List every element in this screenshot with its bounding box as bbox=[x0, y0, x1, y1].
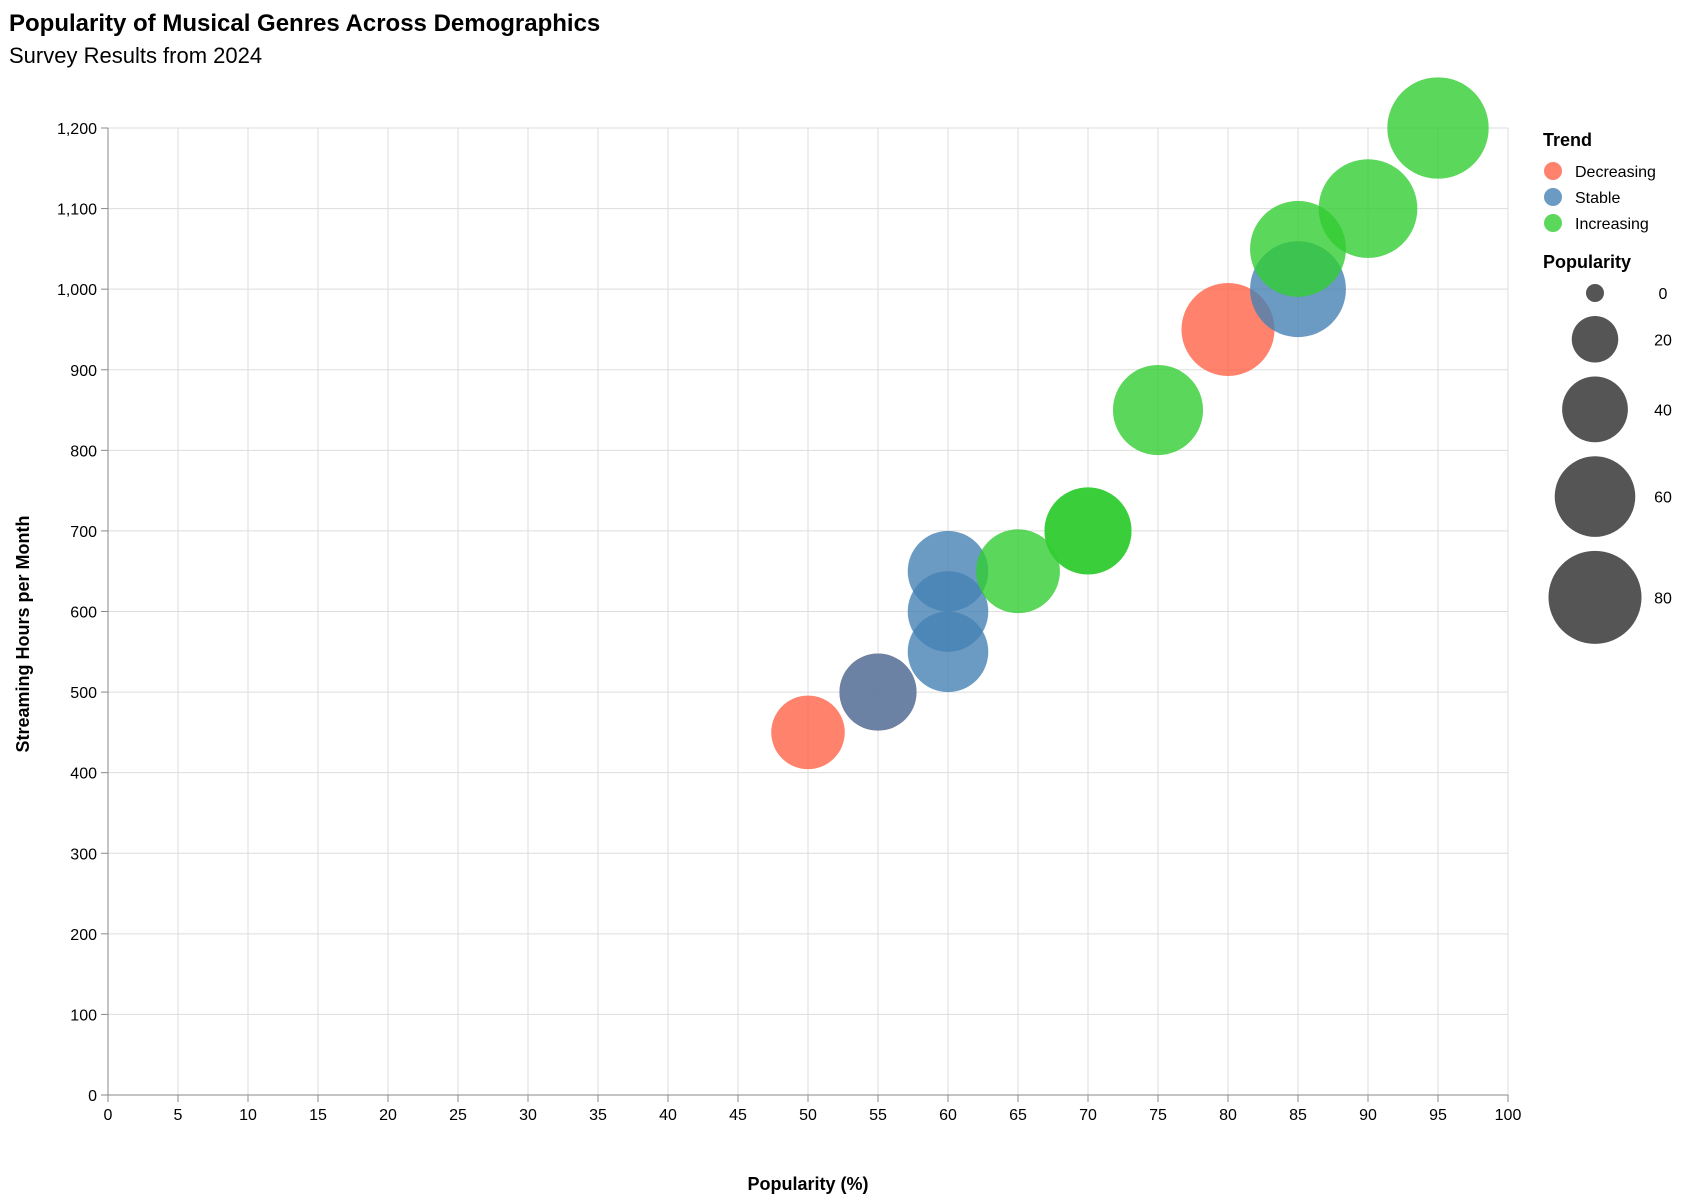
legend-label-decreasing: Decreasing bbox=[1575, 164, 1656, 181]
y-tick-label: 400 bbox=[70, 766, 97, 783]
x-tick-label: 60 bbox=[939, 1107, 957, 1124]
y-tick-label: 500 bbox=[70, 685, 97, 702]
legend-size-swatch bbox=[1548, 550, 1642, 644]
x-tick-label: 0 bbox=[104, 1107, 113, 1124]
x-tick-label: 80 bbox=[1219, 1107, 1237, 1124]
x-tick-label: 5 bbox=[174, 1107, 183, 1124]
y-tick-label: 1,000 bbox=[57, 282, 97, 299]
bubble-decreasing bbox=[1181, 282, 1275, 376]
y-tick-label: 100 bbox=[70, 1007, 97, 1024]
x-axis-title: Popularity (%) bbox=[747, 1174, 868, 1194]
bubble-increasing bbox=[1318, 159, 1418, 258]
x-tick-label: 85 bbox=[1289, 1107, 1307, 1124]
x-tick-label: 70 bbox=[1079, 1107, 1097, 1124]
bubble-stable bbox=[839, 653, 917, 731]
bubble-decreasing bbox=[771, 695, 845, 770]
x-tick-label: 65 bbox=[1009, 1107, 1027, 1124]
x-tick-label: 95 bbox=[1429, 1107, 1447, 1124]
legend-size-title: Popularity bbox=[1543, 252, 1631, 272]
x-tick-label: 20 bbox=[379, 1107, 397, 1124]
chart-subtitle: Survey Results from 2024 bbox=[9, 43, 262, 68]
x-tick-label: 30 bbox=[519, 1107, 537, 1124]
bubble-increasing bbox=[1044, 487, 1132, 575]
y-tick-label: 200 bbox=[70, 927, 97, 944]
chart-title: Popularity of Musical Genres Across Demo… bbox=[9, 10, 600, 37]
x-tick-label: 40 bbox=[659, 1107, 677, 1124]
legend-label-increasing: Increasing bbox=[1575, 216, 1649, 233]
legend-swatch-increasing bbox=[1544, 214, 1562, 232]
legend-swatch-stable bbox=[1544, 188, 1562, 206]
x-tick-label: 15 bbox=[309, 1107, 327, 1124]
legend-label-stable: Stable bbox=[1575, 190, 1620, 207]
y-tick-label: 700 bbox=[70, 524, 97, 541]
legend-size-label: 0 bbox=[1659, 286, 1668, 303]
y-tick-label: 1,200 bbox=[57, 121, 97, 138]
y-axis-title: Streaming Hours per Month bbox=[13, 515, 33, 752]
x-tick-label: 10 bbox=[239, 1107, 257, 1124]
y-tick-label: 0 bbox=[88, 1088, 97, 1105]
y-tick-label: 300 bbox=[70, 846, 97, 863]
legend-swatch-decreasing bbox=[1544, 162, 1562, 180]
legend-size-label: 80 bbox=[1654, 590, 1672, 607]
legend-size-label: 40 bbox=[1654, 402, 1672, 419]
legend-size-swatch bbox=[1586, 284, 1604, 302]
legend-size-swatch bbox=[1554, 456, 1636, 537]
legend-size-swatch bbox=[1562, 376, 1628, 443]
bubble-increasing bbox=[976, 529, 1060, 614]
x-tick-label: 55 bbox=[869, 1107, 887, 1124]
legend-size-label: 60 bbox=[1654, 490, 1672, 507]
legend-size-label: 20 bbox=[1654, 332, 1672, 349]
legend: Trend Popularity Decreasing Stable Increas… bbox=[1543, 130, 1672, 644]
x-tick-label: 25 bbox=[449, 1107, 467, 1124]
bubble-stable bbox=[907, 530, 989, 612]
x-tick-label: 100 bbox=[1495, 1107, 1522, 1124]
y-tick-label: 600 bbox=[70, 605, 97, 622]
bubble-increasing bbox=[1112, 365, 1204, 456]
y-tick-label: 1,100 bbox=[57, 202, 97, 219]
x-tick-label: 35 bbox=[589, 1107, 607, 1124]
x-tick-label: 50 bbox=[799, 1107, 817, 1124]
legend-trend-title: Trend bbox=[1543, 130, 1592, 150]
bubble-increasing bbox=[1387, 77, 1489, 179]
legend-size-swatch bbox=[1571, 316, 1619, 363]
x-tick-label: 45 bbox=[729, 1107, 747, 1124]
y-tick-label: 800 bbox=[70, 443, 97, 460]
x-tick-label: 90 bbox=[1359, 1107, 1377, 1124]
x-tick-label: 75 bbox=[1149, 1107, 1167, 1124]
axes: 0 5 10 15 20 25 30 35 40 45 50 55 60 65 70 75 80 85 90 95 10… bbox=[57, 121, 1521, 1124]
data-points bbox=[771, 77, 1489, 770]
y-tick-label: 900 bbox=[70, 363, 97, 380]
